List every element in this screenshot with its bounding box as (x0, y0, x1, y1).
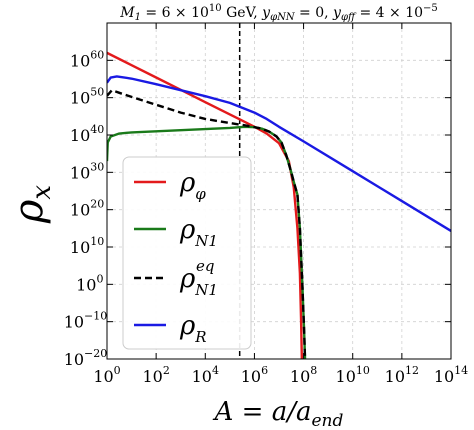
series-line-2 (107, 89, 307, 359)
legend-box (122, 156, 252, 350)
x-tick-label: 1014 (434, 364, 468, 386)
legend-label-0: ρφ (179, 168, 206, 203)
y-tick-label: 1060 (70, 48, 104, 70)
legend-label-2: ρN1eq (179, 257, 218, 299)
x-tick-label: 100 (93, 364, 120, 386)
x-tick-labels: 100 102 104 106 108 1010 1012 1014 (93, 364, 468, 386)
x-tick-label: 102 (142, 364, 169, 386)
y-tick-labels: 10−20 10−10 100 1010 1020 1030 1040 1050 1060 (64, 48, 108, 369)
x-tick-label: 104 (192, 364, 219, 386)
x-tick-label: 108 (290, 364, 317, 386)
legend-label-1: ρN1 (179, 215, 218, 250)
y-tick-label: 100 (76, 272, 103, 294)
plot-frame (106, 22, 452, 360)
series-line-3 (107, 75, 451, 232)
y-tick-label: 1010 (70, 235, 104, 257)
y-tick-label: 1030 (70, 160, 104, 182)
y-tick-label: 1050 (70, 86, 104, 108)
x-tick-label: 1010 (336, 364, 370, 386)
ticks (106, 23, 452, 360)
series-group (107, 51, 451, 359)
y-tick-label: 1020 (70, 198, 104, 220)
y-axis-title: ρx (6, 185, 57, 225)
legend-label-3: ρR (179, 311, 207, 346)
y-tick-label: 10−20 (64, 347, 108, 369)
x-tick-label: 1012 (385, 364, 419, 386)
x-tick-label: 106 (241, 364, 268, 386)
series-line-1 (107, 125, 307, 359)
legend: ρφ ρN1 ρN1eq ρR (122, 156, 252, 350)
x-axis-title: A = a/aend (213, 397, 344, 430)
chart-title: M1 = 6 × 1010 GeV, yφNN = 0, yφff = 4 × … (119, 3, 438, 23)
series-line-0 (107, 51, 304, 359)
y-tick-label: 10−10 (64, 310, 108, 332)
y-tick-label: 1040 (70, 123, 104, 145)
